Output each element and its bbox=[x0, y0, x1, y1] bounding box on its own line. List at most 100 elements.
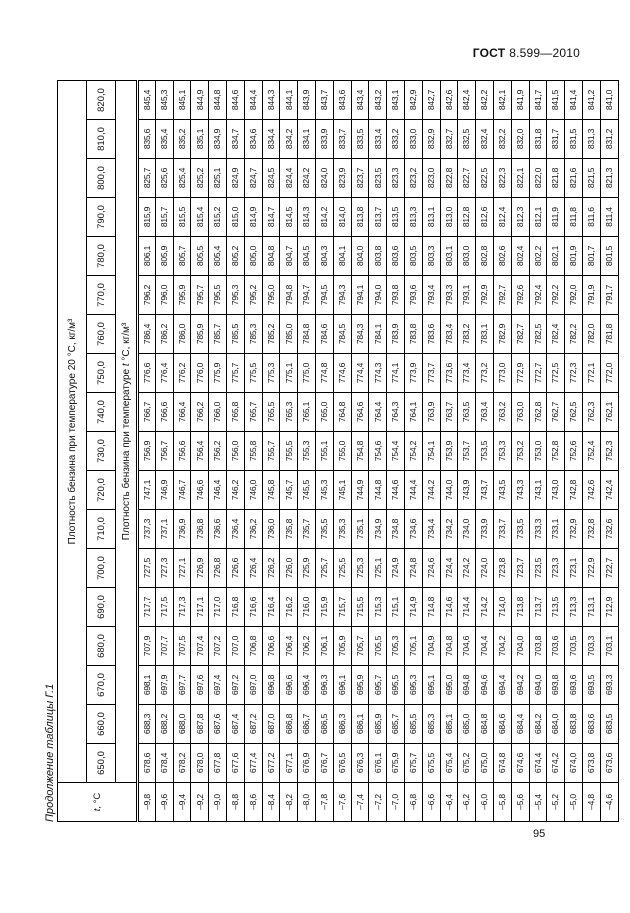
density-value-cell: 733,7 bbox=[493, 509, 512, 549]
density-value-cell: 773,4 bbox=[457, 353, 476, 393]
density-value-cell: 784,1 bbox=[368, 314, 387, 354]
temperature-cell: –5,6 bbox=[511, 782, 530, 822]
density-value-cell: 823,2 bbox=[404, 158, 423, 198]
density-value-cell: 812,6 bbox=[475, 197, 494, 237]
density-value-cell: 745,5 bbox=[297, 470, 316, 510]
density-value-cell: 811,8 bbox=[564, 197, 583, 237]
density-value-cell: 832,0 bbox=[511, 119, 530, 159]
density-value-cell: 707,2 bbox=[208, 626, 227, 666]
density-value-cell: 726,8 bbox=[208, 548, 227, 588]
density-value-cell: 674,8 bbox=[493, 743, 512, 783]
density-value-cell: 834,1 bbox=[297, 119, 316, 159]
density-value-cell: 812,3 bbox=[511, 197, 530, 237]
density-header-cell: 670,0 bbox=[86, 665, 116, 705]
table-row: –4,8 673,8 683,6 693,5 703,3 713,1 722,9 732,8 7… bbox=[582, 80, 601, 822]
density-value-cell: 782,2 bbox=[564, 314, 583, 354]
table-row: –7,0 675,9 685,7 695,5 705,3 715,1 724,9 734,8 7… bbox=[386, 80, 405, 822]
document-header: ГОСТ 8.599—2010 bbox=[0, 46, 580, 60]
density-header-cell: 680,0 bbox=[86, 626, 116, 666]
density-value-cell: 696,6 bbox=[279, 665, 298, 705]
table-row: –8,4 677,2 687,0 696,8 706,6 716,4 726,2 736,0 7… bbox=[262, 80, 280, 822]
density-value-cell: 831,3 bbox=[582, 119, 601, 159]
density-value-cell: 782,0 bbox=[582, 314, 601, 354]
density-value-cell: 685,7 bbox=[386, 704, 405, 744]
density-value-cell: 804,3 bbox=[315, 236, 334, 276]
density-value-cell: 774,6 bbox=[333, 353, 352, 393]
density-value-cell: 685,9 bbox=[368, 704, 387, 744]
density-value-cell: 805,2 bbox=[226, 236, 245, 276]
density-value-cell: 783,8 bbox=[404, 314, 423, 354]
density-value-cell: 717,0 bbox=[208, 587, 227, 627]
density-value-cell: 686,8 bbox=[279, 704, 298, 744]
density-value-cell: 812,8 bbox=[457, 197, 476, 237]
density-value-cell: 831,7 bbox=[546, 119, 565, 159]
density-value-cell: 763,9 bbox=[422, 392, 441, 432]
density-value-cell: 786,0 bbox=[173, 314, 191, 354]
density-value-cell: 746,0 bbox=[244, 470, 263, 510]
density-value-cell: 685,5 bbox=[404, 704, 423, 744]
density-value-cell: 784,3 bbox=[351, 314, 369, 354]
density-value-cell: 684,0 bbox=[546, 704, 565, 744]
density-value-cell: 732,8 bbox=[582, 509, 601, 549]
density-value-cell: 765,1 bbox=[297, 392, 316, 432]
density-value-cell: 745,7 bbox=[279, 470, 298, 510]
table-row: –6,4 675,4 685,1 695,0 704,8 714,6 724,4 734,2 7… bbox=[440, 80, 458, 822]
density-header-cell: 740,0 bbox=[86, 392, 116, 432]
density-value-cell: 736,6 bbox=[208, 509, 227, 549]
density-value-cell: 802,6 bbox=[493, 236, 512, 276]
table-row: –6,2 675,2 685,0 694,8 704,6 714,4 724,2 734,0 7… bbox=[457, 80, 476, 822]
density-value-cell: 766,0 bbox=[208, 392, 227, 432]
density-value-cell: 815,7 bbox=[155, 197, 174, 237]
temperature-cell: –6,4 bbox=[440, 782, 458, 822]
density-value-cell: 792,0 bbox=[564, 275, 583, 315]
density-value-cell: 815,9 bbox=[137, 197, 156, 237]
density-value-cell: 706,8 bbox=[244, 626, 263, 666]
table-row: –9,6 678,4 688,2 697,9 707,7 717,5 727,3 737,1 7… bbox=[155, 80, 174, 822]
density-value-cell: 815,5 bbox=[173, 197, 191, 237]
density-value-cell: 677,2 bbox=[262, 743, 280, 783]
density-value-cell: 695,9 bbox=[351, 665, 369, 705]
density-value-cell: 703,5 bbox=[564, 626, 583, 666]
density-value-cell: 842,7 bbox=[422, 80, 441, 120]
density-value-cell: 736,0 bbox=[262, 509, 280, 549]
density-value-cell: 747,1 bbox=[137, 470, 156, 510]
density-value-cell: 744,6 bbox=[386, 470, 405, 510]
density-value-cell: 831,2 bbox=[600, 119, 619, 159]
density-value-cell: 676,7 bbox=[315, 743, 334, 783]
density-value-cell: 677,4 bbox=[244, 743, 263, 783]
density-value-cell: 723,7 bbox=[511, 548, 530, 588]
density-value-cell: 843,2 bbox=[368, 80, 387, 120]
density-value-cell: 814,2 bbox=[315, 197, 334, 237]
density-header-cell: 780,0 bbox=[86, 236, 116, 276]
density-value-cell: 754,8 bbox=[351, 431, 369, 471]
density-value-cell: 786,4 bbox=[137, 314, 156, 354]
table-row: –8,8 677,6 687,4 697,2 707,0 716,8 726,6 736,4 7… bbox=[226, 80, 245, 822]
density-value-cell: 753,2 bbox=[511, 431, 530, 471]
density-value-cell: 723,1 bbox=[564, 548, 583, 588]
temperature-cell: –5,4 bbox=[529, 782, 547, 822]
density-value-cell: 688,2 bbox=[155, 704, 174, 744]
table-body: –9,8 678,6 688,3 698,1 707,9 717,7 727,5 737,3 7… bbox=[137, 80, 619, 822]
density-value-cell: 676,1 bbox=[368, 743, 387, 783]
density-value-cell: 675,7 bbox=[404, 743, 423, 783]
density-value-cell: 763,5 bbox=[457, 392, 476, 432]
density-value-cell: 703,1 bbox=[600, 626, 619, 666]
temperature-cell: –7,8 bbox=[315, 782, 334, 822]
density-value-cell: 705,7 bbox=[351, 626, 369, 666]
density-value-cell: 814,5 bbox=[279, 197, 298, 237]
density-header-cell: 660,0 bbox=[86, 704, 116, 744]
density-value-cell: 804,8 bbox=[262, 236, 280, 276]
density-value-cell: 683,5 bbox=[600, 704, 619, 744]
density-value-cell: 734,6 bbox=[404, 509, 423, 549]
density-value-cell: 693,6 bbox=[564, 665, 583, 705]
density-value-cell: 776,4 bbox=[155, 353, 174, 393]
density-value-cell: 835,4 bbox=[155, 119, 174, 159]
density-value-cell: 705,3 bbox=[386, 626, 405, 666]
density-value-cell: 752,3 bbox=[600, 431, 619, 471]
density-value-cell: 704,6 bbox=[457, 626, 476, 666]
density-value-cell: 844,4 bbox=[244, 80, 263, 120]
density-value-cell: 696,8 bbox=[262, 665, 280, 705]
density-value-cell: 706,6 bbox=[262, 626, 280, 666]
density-value-cell: 742,8 bbox=[564, 470, 583, 510]
density-value-cell: 756,6 bbox=[173, 431, 191, 471]
